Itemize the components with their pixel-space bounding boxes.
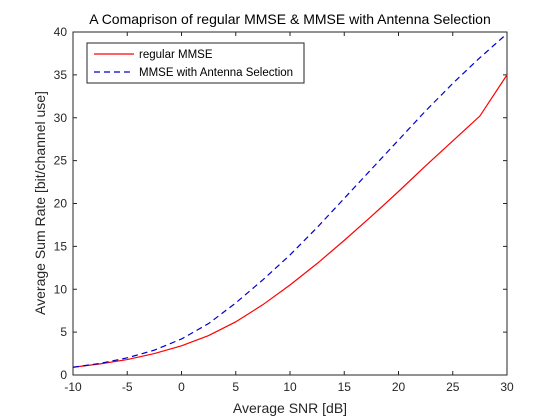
x-tick-label: -5 (122, 380, 133, 394)
y-tick-label: 35 (54, 68, 68, 82)
legend-label-2: MMSE with Antenna Selection (139, 67, 293, 79)
y-tick-label: 0 (60, 368, 67, 382)
y-tick-label: 25 (54, 154, 68, 168)
y-axis-label: Average Sum Rate [bit/channel use] (32, 91, 48, 315)
y-tick-label: 10 (54, 282, 68, 296)
x-tick-label: 15 (338, 380, 352, 394)
x-tick-label: 5 (232, 380, 239, 394)
legend-label-1: regular MMSE (139, 49, 213, 61)
series-line-1 (72, 74, 508, 368)
x-tick-label: 25 (446, 380, 460, 394)
y-tick-label: 15 (54, 239, 68, 253)
x-tick-label: 10 (283, 380, 297, 394)
y-tick-label: 5 (60, 325, 67, 339)
series-layer (72, 33, 508, 368)
legend-box (86, 42, 305, 84)
axis-ticks: -10 -5 0 5 10 15 20 25 30 0 5 10 15 20 25 30 35 40 (54, 25, 514, 394)
y-tick-label: 30 (54, 111, 68, 125)
legend: regular MMSE MMSE with Antenna Selection (86, 42, 305, 84)
x-axis-label: Average SNR [dB] (233, 400, 347, 416)
y-tick-label: 20 (54, 197, 68, 211)
series-line-2 (72, 33, 508, 368)
x-tick-label: 20 (392, 380, 406, 394)
y-tick-label: 40 (54, 25, 68, 39)
x-tick-label: 0 (178, 380, 185, 394)
chart-title: A Comaprison of regular MMSE & MMSE with… (89, 11, 491, 27)
x-tick-label: -10 (64, 380, 82, 394)
axes-box (72, 31, 508, 376)
plot-area (72, 31, 508, 376)
x-tick-label: 30 (500, 380, 514, 394)
